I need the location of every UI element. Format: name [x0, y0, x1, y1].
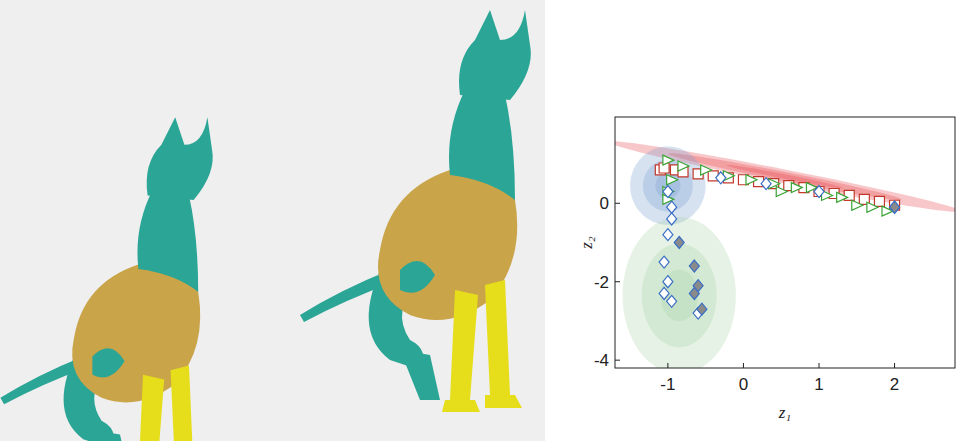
hind-paw	[400, 350, 440, 400]
x-axis-title: z₁	[778, 403, 792, 422]
x-tick	[894, 363, 895, 368]
data-point	[689, 287, 699, 299]
data-point	[874, 196, 884, 206]
data-point	[761, 178, 771, 190]
data-point	[663, 155, 674, 165]
data-point	[659, 287, 669, 299]
neck	[449, 90, 515, 200]
data-point	[663, 276, 673, 288]
gaussian-ellipse	[623, 217, 736, 368]
hind-paw	[92, 430, 129, 441]
data-point	[746, 175, 757, 185]
x-tick	[667, 363, 668, 368]
gaussian-ellipse	[655, 173, 680, 199]
paw	[485, 395, 522, 408]
paw	[442, 400, 480, 412]
data-point	[716, 172, 726, 184]
data-point	[667, 175, 678, 185]
data-point	[678, 161, 689, 171]
data-point	[701, 165, 712, 175]
y-tick	[615, 203, 620, 204]
front-leg	[171, 366, 194, 441]
data-point	[890, 201, 900, 213]
neck	[137, 191, 198, 292]
gaussian-ellipse	[642, 244, 717, 348]
figure: -1 0 1 2 -4 -2 0 z₁ z₂	[0, 0, 959, 441]
data-point	[814, 186, 824, 198]
data-point	[674, 237, 684, 249]
x-tick	[743, 363, 744, 368]
data-point	[697, 303, 707, 315]
head	[459, 10, 531, 100]
y-tick	[615, 281, 620, 282]
y-tick-label: -4	[594, 351, 609, 370]
data-point	[852, 200, 863, 210]
data-point	[890, 201, 900, 213]
data-point	[837, 192, 848, 202]
plot-frame	[615, 117, 955, 368]
data-point	[659, 256, 669, 268]
x-tick-label: -1	[660, 375, 675, 394]
patch	[400, 261, 435, 293]
x-tick-label: 2	[890, 375, 899, 394]
patch	[92, 348, 124, 377]
gaussian-ellipse	[630, 146, 706, 224]
dog-render	[300, 10, 531, 412]
x-tick	[819, 363, 820, 368]
y-tick	[615, 360, 620, 361]
data-point	[867, 202, 878, 212]
data-point	[776, 187, 787, 197]
data-point	[791, 183, 802, 193]
data-point	[667, 295, 677, 307]
x-tick-label: 0	[739, 375, 748, 394]
y-axis-title: z₂	[577, 236, 596, 250]
x-tick-label: 1	[814, 375, 823, 394]
data-point	[663, 186, 673, 198]
y-tick-label: 0	[600, 194, 609, 213]
gaussian-ellipse	[643, 160, 693, 212]
data-point	[667, 201, 677, 213]
head	[147, 117, 213, 200]
data-point	[667, 213, 677, 225]
plot-area	[615, 141, 955, 368]
data-point	[663, 229, 673, 241]
y-tick-label: -2	[594, 273, 609, 292]
front-leg	[450, 290, 478, 400]
render-panel	[0, 0, 545, 441]
dog-render	[0, 117, 212, 441]
front-leg	[485, 280, 510, 395]
data-point	[689, 260, 699, 272]
front-leg	[138, 375, 164, 441]
render-background	[0, 0, 545, 441]
